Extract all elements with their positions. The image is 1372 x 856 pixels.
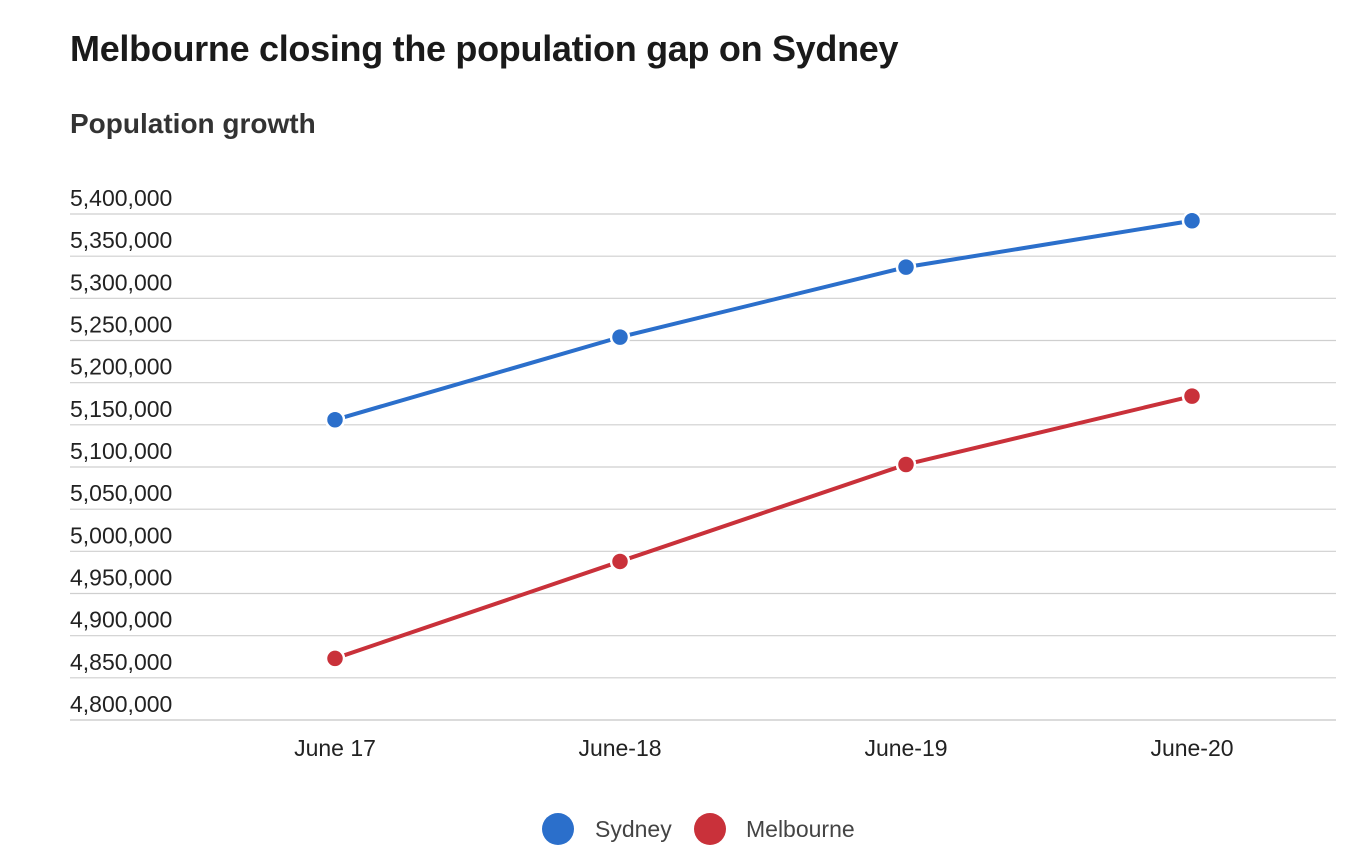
y-tick-label: 5,150,000 xyxy=(70,396,172,422)
melbourne-point[interactable] xyxy=(324,648,346,669)
melbourne-line xyxy=(334,394,1193,661)
y-tick-label: 4,950,000 xyxy=(70,565,172,591)
x-axis-ticks: June 17 June-18 June-19 June-20 xyxy=(294,735,1233,761)
legend[interactable]: Sydney Melbourne xyxy=(542,813,855,845)
y-tick-label: 5,250,000 xyxy=(70,312,172,338)
series-group xyxy=(324,210,1203,669)
x-tick-label: June 17 xyxy=(294,735,376,761)
y-tick-label: 5,350,000 xyxy=(70,227,172,253)
y-tick-label: 5,400,000 xyxy=(70,185,172,211)
sydney-point[interactable] xyxy=(609,326,631,348)
chart-title: Melbourne closing the population gap on … xyxy=(70,28,899,69)
melbourne-point[interactable] xyxy=(895,454,917,475)
sydney-line xyxy=(334,218,1193,422)
x-tick-label: June-20 xyxy=(1150,735,1233,761)
y-tick-label: 4,800,000 xyxy=(70,691,172,717)
sydney-point[interactable] xyxy=(895,256,917,278)
y-tick-label: 5,300,000 xyxy=(70,269,172,295)
x-tick-label: June-19 xyxy=(864,735,947,761)
sydney-legend-label[interactable]: Sydney xyxy=(595,816,672,842)
chart-subtitle: Population growth xyxy=(70,108,316,139)
sydney-legend-swatch[interactable] xyxy=(542,813,574,845)
y-tick-label: 5,000,000 xyxy=(70,522,172,548)
y-tick-label: 4,900,000 xyxy=(70,607,172,633)
melbourne-legend-swatch[interactable] xyxy=(694,813,726,845)
y-tick-label: 5,100,000 xyxy=(70,438,172,464)
gridlines xyxy=(70,213,1336,721)
y-tick-label: 5,200,000 xyxy=(70,354,172,380)
melbourne-point[interactable] xyxy=(609,551,631,572)
x-tick-label: June-18 xyxy=(578,735,661,761)
y-tick-label: 4,850,000 xyxy=(70,649,172,675)
melbourne-legend-label[interactable]: Melbourne xyxy=(746,816,855,842)
y-axis-ticks: 5,400,000 5,350,000 5,300,000 5,250,000 5,20… xyxy=(70,185,172,717)
y-tick-label: 5,050,000 xyxy=(70,480,172,506)
melbourne-point[interactable] xyxy=(1181,385,1203,407)
sydney-point[interactable] xyxy=(324,409,346,431)
sydney-point[interactable] xyxy=(1181,210,1203,231)
